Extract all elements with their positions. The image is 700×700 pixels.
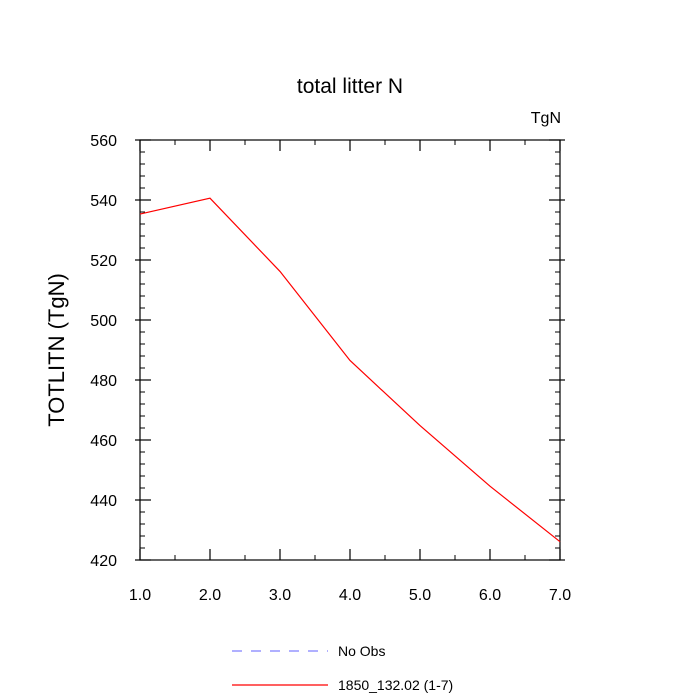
units-label: TgN bbox=[531, 110, 561, 127]
x-tick-label: 1.0 bbox=[129, 587, 151, 604]
x-tick-label: 7.0 bbox=[549, 587, 571, 604]
series-line bbox=[139, 197, 561, 543]
axis-ticks bbox=[135, 139, 565, 561]
legend: No Obs 1850_132.02 (1-7) bbox=[232, 643, 453, 693]
y-tick-label: 420 bbox=[90, 553, 117, 570]
y-tick-label: 460 bbox=[90, 433, 117, 450]
x-tick-label: 5.0 bbox=[409, 587, 431, 604]
legend-label: 1850_132.02 (1-7) bbox=[338, 677, 453, 693]
plot-frame bbox=[139, 139, 561, 561]
chart-title: total litter N bbox=[297, 75, 403, 98]
y-tick-label: 440 bbox=[90, 493, 117, 510]
y-axis-label: TOTLITN (TgN) bbox=[44, 273, 69, 427]
x-tick-label: 2.0 bbox=[199, 587, 221, 604]
y-tick-label: 480 bbox=[90, 373, 117, 390]
y-tick-labels: 420 440 460 480 500 520 540 560 bbox=[90, 133, 117, 570]
legend-label: No Obs bbox=[338, 643, 385, 659]
x-tick-label: 4.0 bbox=[339, 587, 361, 604]
y-tick-label: 520 bbox=[90, 253, 117, 270]
y-tick-label: 560 bbox=[90, 133, 117, 150]
x-tick-label: 3.0 bbox=[269, 587, 291, 604]
x-tick-labels: 1.0 2.0 3.0 4.0 5.0 6.0 7.0 bbox=[129, 587, 571, 604]
series-layer bbox=[139, 197, 561, 543]
x-tick-label: 6.0 bbox=[479, 587, 501, 604]
y-tick-label: 500 bbox=[90, 313, 117, 330]
y-tick-label: 540 bbox=[90, 193, 117, 210]
